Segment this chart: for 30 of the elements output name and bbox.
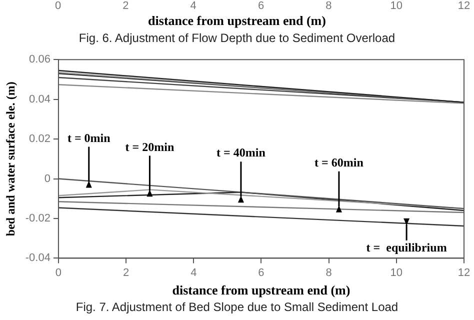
y-tick-label: 0.04 [29,93,50,106]
x2-tick-label: 10 [390,266,403,279]
x2-tick-label: 6 [258,266,264,279]
x-tick-label: 2 [122,0,129,12]
x-tick-label: 4 [190,0,196,12]
x2-tick-label: 8 [326,266,332,279]
y-tick-label: 0 [44,172,50,185]
x-tick-label: 6 [258,0,264,12]
x2-tick-label: 12 [458,266,470,279]
y-axis-title: bed and water surface ele. (m) [3,82,18,236]
y-tick-label: 0.06 [29,54,50,66]
x-axis-title: distance from upstream end (m) [172,282,350,298]
x-tick-label: 8 [326,0,332,12]
annotation: t = 60min [314,155,364,170]
annotation: t = equilibrium [366,240,447,255]
x-tick-label: 10 [390,0,402,12]
annotation: t = 20min [125,140,174,154]
x-tick-label: 12 [458,0,470,12]
caption: Fig. 6. Adjustment of Flow Depth due to Sediment Overload [78,31,396,46]
x2-axis-title: distance from upstream end (m) [147,13,327,28]
annotation: t = 40min [216,146,266,160]
x2-tick-label: 4 [190,266,197,279]
y-tick-label: -0.02 [25,212,50,225]
x-tick-label: 0 [54,0,62,12]
annotation: t = 0min [67,130,111,145]
x2-tick-label: 2 [123,266,130,279]
x2-tick-label: 0 [55,266,62,279]
caption: Fig. 7. Adjustment of Bed Slope due to Small Sediment Load [74,300,400,315]
y-tick-label: -0.04 [25,252,50,264]
y-tick-label: 0.02 [29,133,50,146]
